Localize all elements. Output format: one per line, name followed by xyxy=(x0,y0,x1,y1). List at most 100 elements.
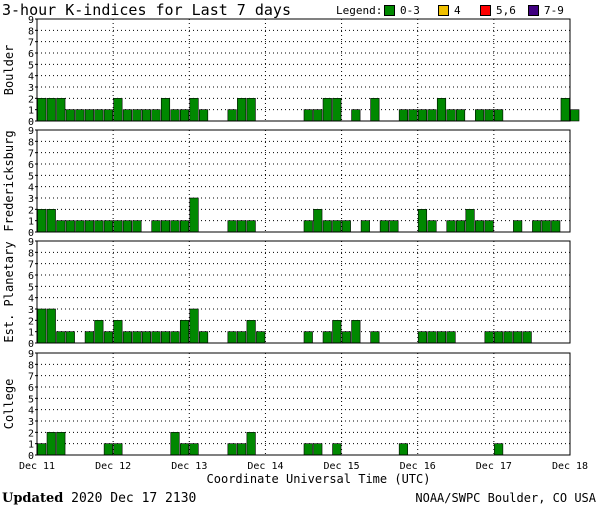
k-index-bar xyxy=(103,331,113,344)
y-tick-label: 5 xyxy=(28,171,34,182)
k-index-bar xyxy=(513,220,523,233)
k-index-bar xyxy=(313,209,323,233)
k-index-bar xyxy=(46,308,56,344)
k-index-bar xyxy=(189,98,199,122)
k-index-bar xyxy=(189,443,199,456)
x-tick-label: Dec 11 xyxy=(19,461,55,472)
k-index-bar xyxy=(75,109,85,122)
k-index-bar xyxy=(179,443,190,456)
k-index-bar xyxy=(522,331,532,344)
panel-frame xyxy=(36,240,571,344)
y-tick-label: 1 xyxy=(28,106,34,117)
k-index-bar xyxy=(103,109,113,122)
y-tick-label: 4 xyxy=(28,72,34,83)
k-index-bar xyxy=(227,109,237,122)
k-index-bar xyxy=(551,220,561,233)
k-index-bar xyxy=(446,331,456,344)
k-index-bar xyxy=(179,320,190,344)
k-index-bar xyxy=(113,443,123,456)
k-index-bar xyxy=(417,209,428,233)
k-index-bar xyxy=(341,220,351,233)
k-index-bar xyxy=(322,220,332,233)
k-index-bar xyxy=(455,220,466,233)
y-tick-label: 5 xyxy=(28,60,34,71)
k-index-bar xyxy=(151,220,161,233)
panel-label: Fredericksburg xyxy=(2,130,16,231)
k-index-bar xyxy=(446,109,456,122)
k-index-bar xyxy=(84,331,94,344)
k-index-bar xyxy=(160,220,171,233)
k-index-bar xyxy=(122,220,132,233)
chart-title: 3-hour K-indices for Last 7 days xyxy=(2,1,291,19)
k-index-bar xyxy=(484,220,494,233)
k-index-bar xyxy=(475,109,485,122)
x-tick-label: Dec 15 xyxy=(324,461,360,472)
legend-swatch-7-9 xyxy=(528,5,539,16)
k-index-bar xyxy=(94,109,104,122)
y-tick-label: 0 xyxy=(28,228,34,239)
k-index-bar xyxy=(237,220,247,233)
x-tick-label: Dec 16 xyxy=(400,461,436,472)
k-index-bar xyxy=(237,331,247,344)
y-tick-label: 4 xyxy=(28,406,34,417)
y-tick-label: 5 xyxy=(28,282,34,293)
k-index-bar xyxy=(94,320,104,344)
k-index-bar xyxy=(246,98,256,122)
x-axis-label: Coordinate Universal Time (UTC) xyxy=(207,472,431,486)
k-index-bar xyxy=(560,98,570,122)
k-index-bar xyxy=(503,331,513,344)
legend-swatch-0-3 xyxy=(384,5,395,16)
k-index-bar xyxy=(513,331,523,344)
k-index-bar xyxy=(65,331,75,344)
k-index-bar xyxy=(494,331,504,344)
k-index-bar xyxy=(446,220,456,233)
k-index-chart: 0123456789Boulder0123456789Fredericksbur… xyxy=(2,15,588,486)
panel-border xyxy=(36,18,571,122)
k-index-bar xyxy=(427,331,437,344)
y-tick-label: 4 xyxy=(28,294,34,305)
k-index-bar xyxy=(322,98,332,122)
legend-label: Legend: xyxy=(336,4,383,17)
panel-border xyxy=(36,240,571,344)
k-index-bar xyxy=(113,220,123,233)
k-index-bar xyxy=(151,331,161,344)
k-index-bar xyxy=(332,443,342,456)
k-index-bar xyxy=(237,98,247,122)
k-index-bar xyxy=(436,331,447,344)
k-index-bar xyxy=(227,220,237,233)
x-tick-label: Dec 14 xyxy=(247,461,283,472)
k-index-bar xyxy=(341,331,351,344)
k-index-bar xyxy=(56,98,66,122)
y-tick-label: 6 xyxy=(28,49,34,60)
k-index-bar xyxy=(465,209,475,233)
y-tick-label: 9 xyxy=(28,126,34,137)
k-index-bar xyxy=(189,197,199,233)
k-index-bar xyxy=(113,320,123,344)
k-index-bar xyxy=(84,220,94,233)
k-index-bar xyxy=(303,220,313,233)
panel-frame xyxy=(36,129,571,233)
y-tick-label: 2 xyxy=(28,316,34,327)
k-index-bar xyxy=(484,109,494,122)
k-index-bar xyxy=(170,109,180,122)
k-index-bar xyxy=(170,331,180,344)
k-index-bar xyxy=(141,109,152,122)
k-index-bar xyxy=(427,109,437,122)
credit-text: NOAA/SWPC Boulder, CO USA xyxy=(415,491,596,505)
k-index-bar xyxy=(351,109,361,122)
k-index-bar xyxy=(303,331,313,344)
k-index-bar xyxy=(56,331,66,344)
k-index-bar xyxy=(132,331,142,344)
k-index-bar xyxy=(417,331,428,344)
k-index-bar xyxy=(94,220,104,233)
k-index-bar xyxy=(332,320,342,344)
y-tick-label: 5 xyxy=(28,394,34,405)
y-tick-label: 0 xyxy=(28,117,34,128)
y-tick-label: 3 xyxy=(28,83,34,94)
k-index-bar xyxy=(417,109,428,122)
k-index-bar xyxy=(141,331,152,344)
k-index-bar xyxy=(132,109,142,122)
panel-frame xyxy=(36,352,571,456)
updated-value: 2020 Dec 17 2130 xyxy=(71,491,197,506)
k-index-bar xyxy=(332,98,342,122)
